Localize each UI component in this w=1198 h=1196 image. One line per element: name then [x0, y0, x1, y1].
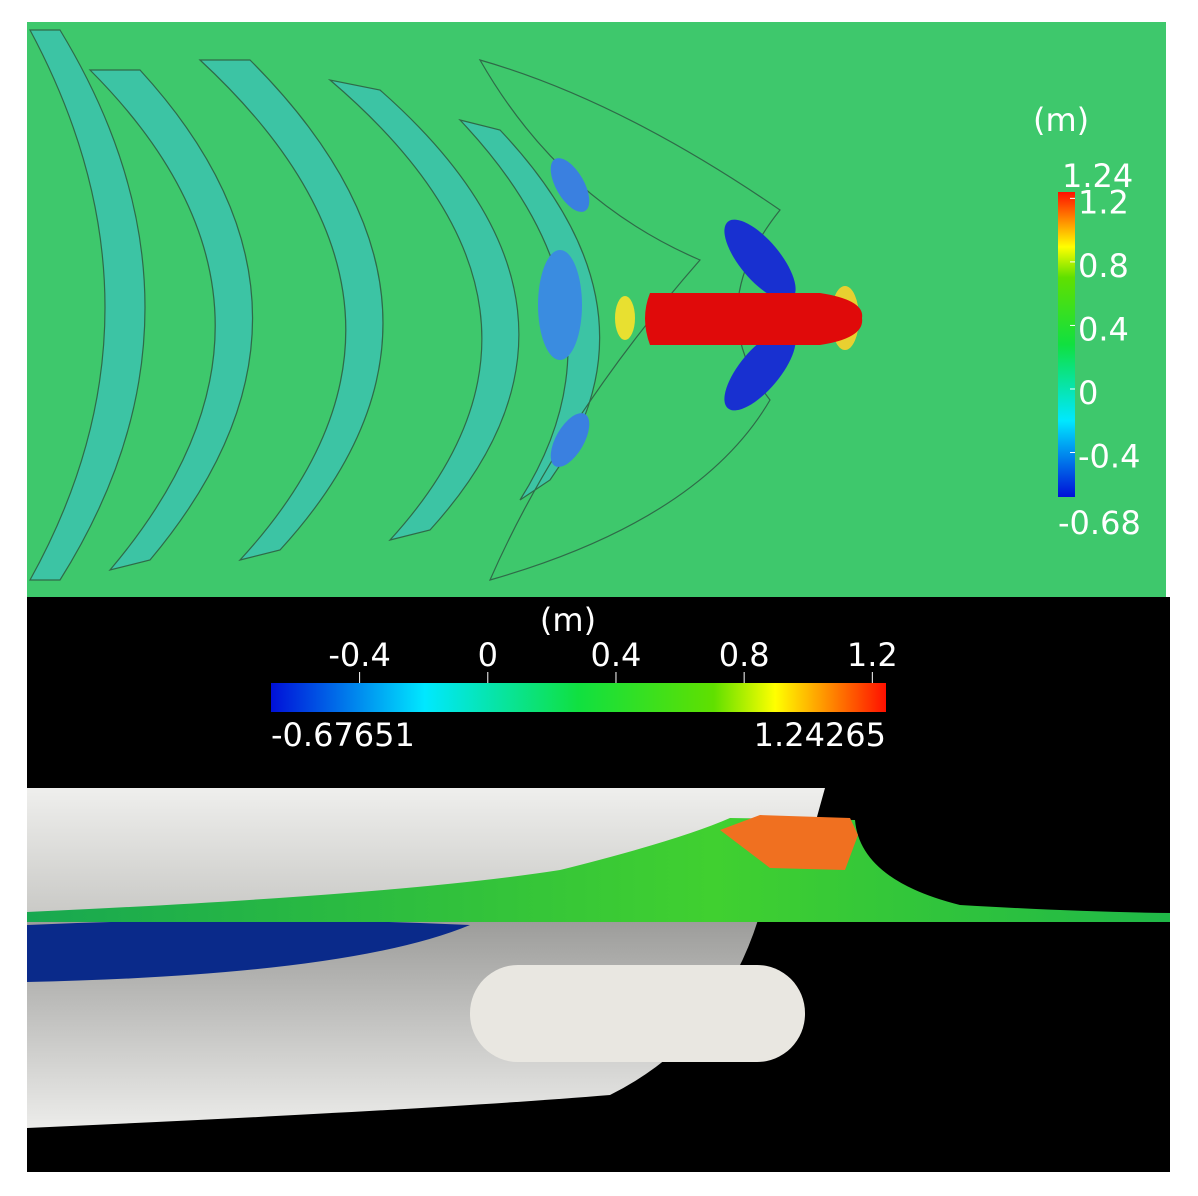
- colorbar-max-label: 1.24265: [754, 716, 886, 754]
- bulb: [470, 965, 805, 1062]
- colorbar-tick-label: 0.8: [1078, 247, 1129, 285]
- colorbar-max-label: 1.24: [1062, 157, 1133, 195]
- colorbar-tick-label: -0.4: [1078, 438, 1140, 476]
- colorbar-min-label: -0.67651: [271, 716, 415, 754]
- colorbar-tick-label: 1.2: [1078, 183, 1129, 221]
- bottom-panel: (m): [27, 597, 1170, 1172]
- colorbar: [271, 683, 886, 712]
- colorbar-tick-label: -0.4: [328, 636, 390, 674]
- bow-wave-crest: [720, 815, 858, 870]
- colorbar-min-label: -0.68: [1058, 504, 1141, 542]
- colorbar-tick-label: 0.4: [591, 636, 642, 674]
- trough: [27, 920, 470, 982]
- colorbar-tick-label: 0.4: [1078, 310, 1129, 348]
- colorbar-tick-label: 0.8: [719, 636, 770, 674]
- colorbar-tick-label: 0: [1078, 374, 1098, 412]
- wave-pattern: [28, 29, 781, 581]
- wave-surface: [27, 818, 1170, 922]
- hull-top-view: [645, 293, 863, 345]
- colorbar-unit: (m): [1033, 101, 1089, 139]
- colorbar-tick-label: 1.2: [847, 636, 898, 674]
- wave-troughs: [538, 158, 859, 467]
- colorbar-tick-label: 0: [478, 636, 498, 674]
- top-panel: (m): [27, 22, 1166, 597]
- colorbar: [1058, 192, 1075, 497]
- colorbar-unit: (m): [540, 601, 596, 639]
